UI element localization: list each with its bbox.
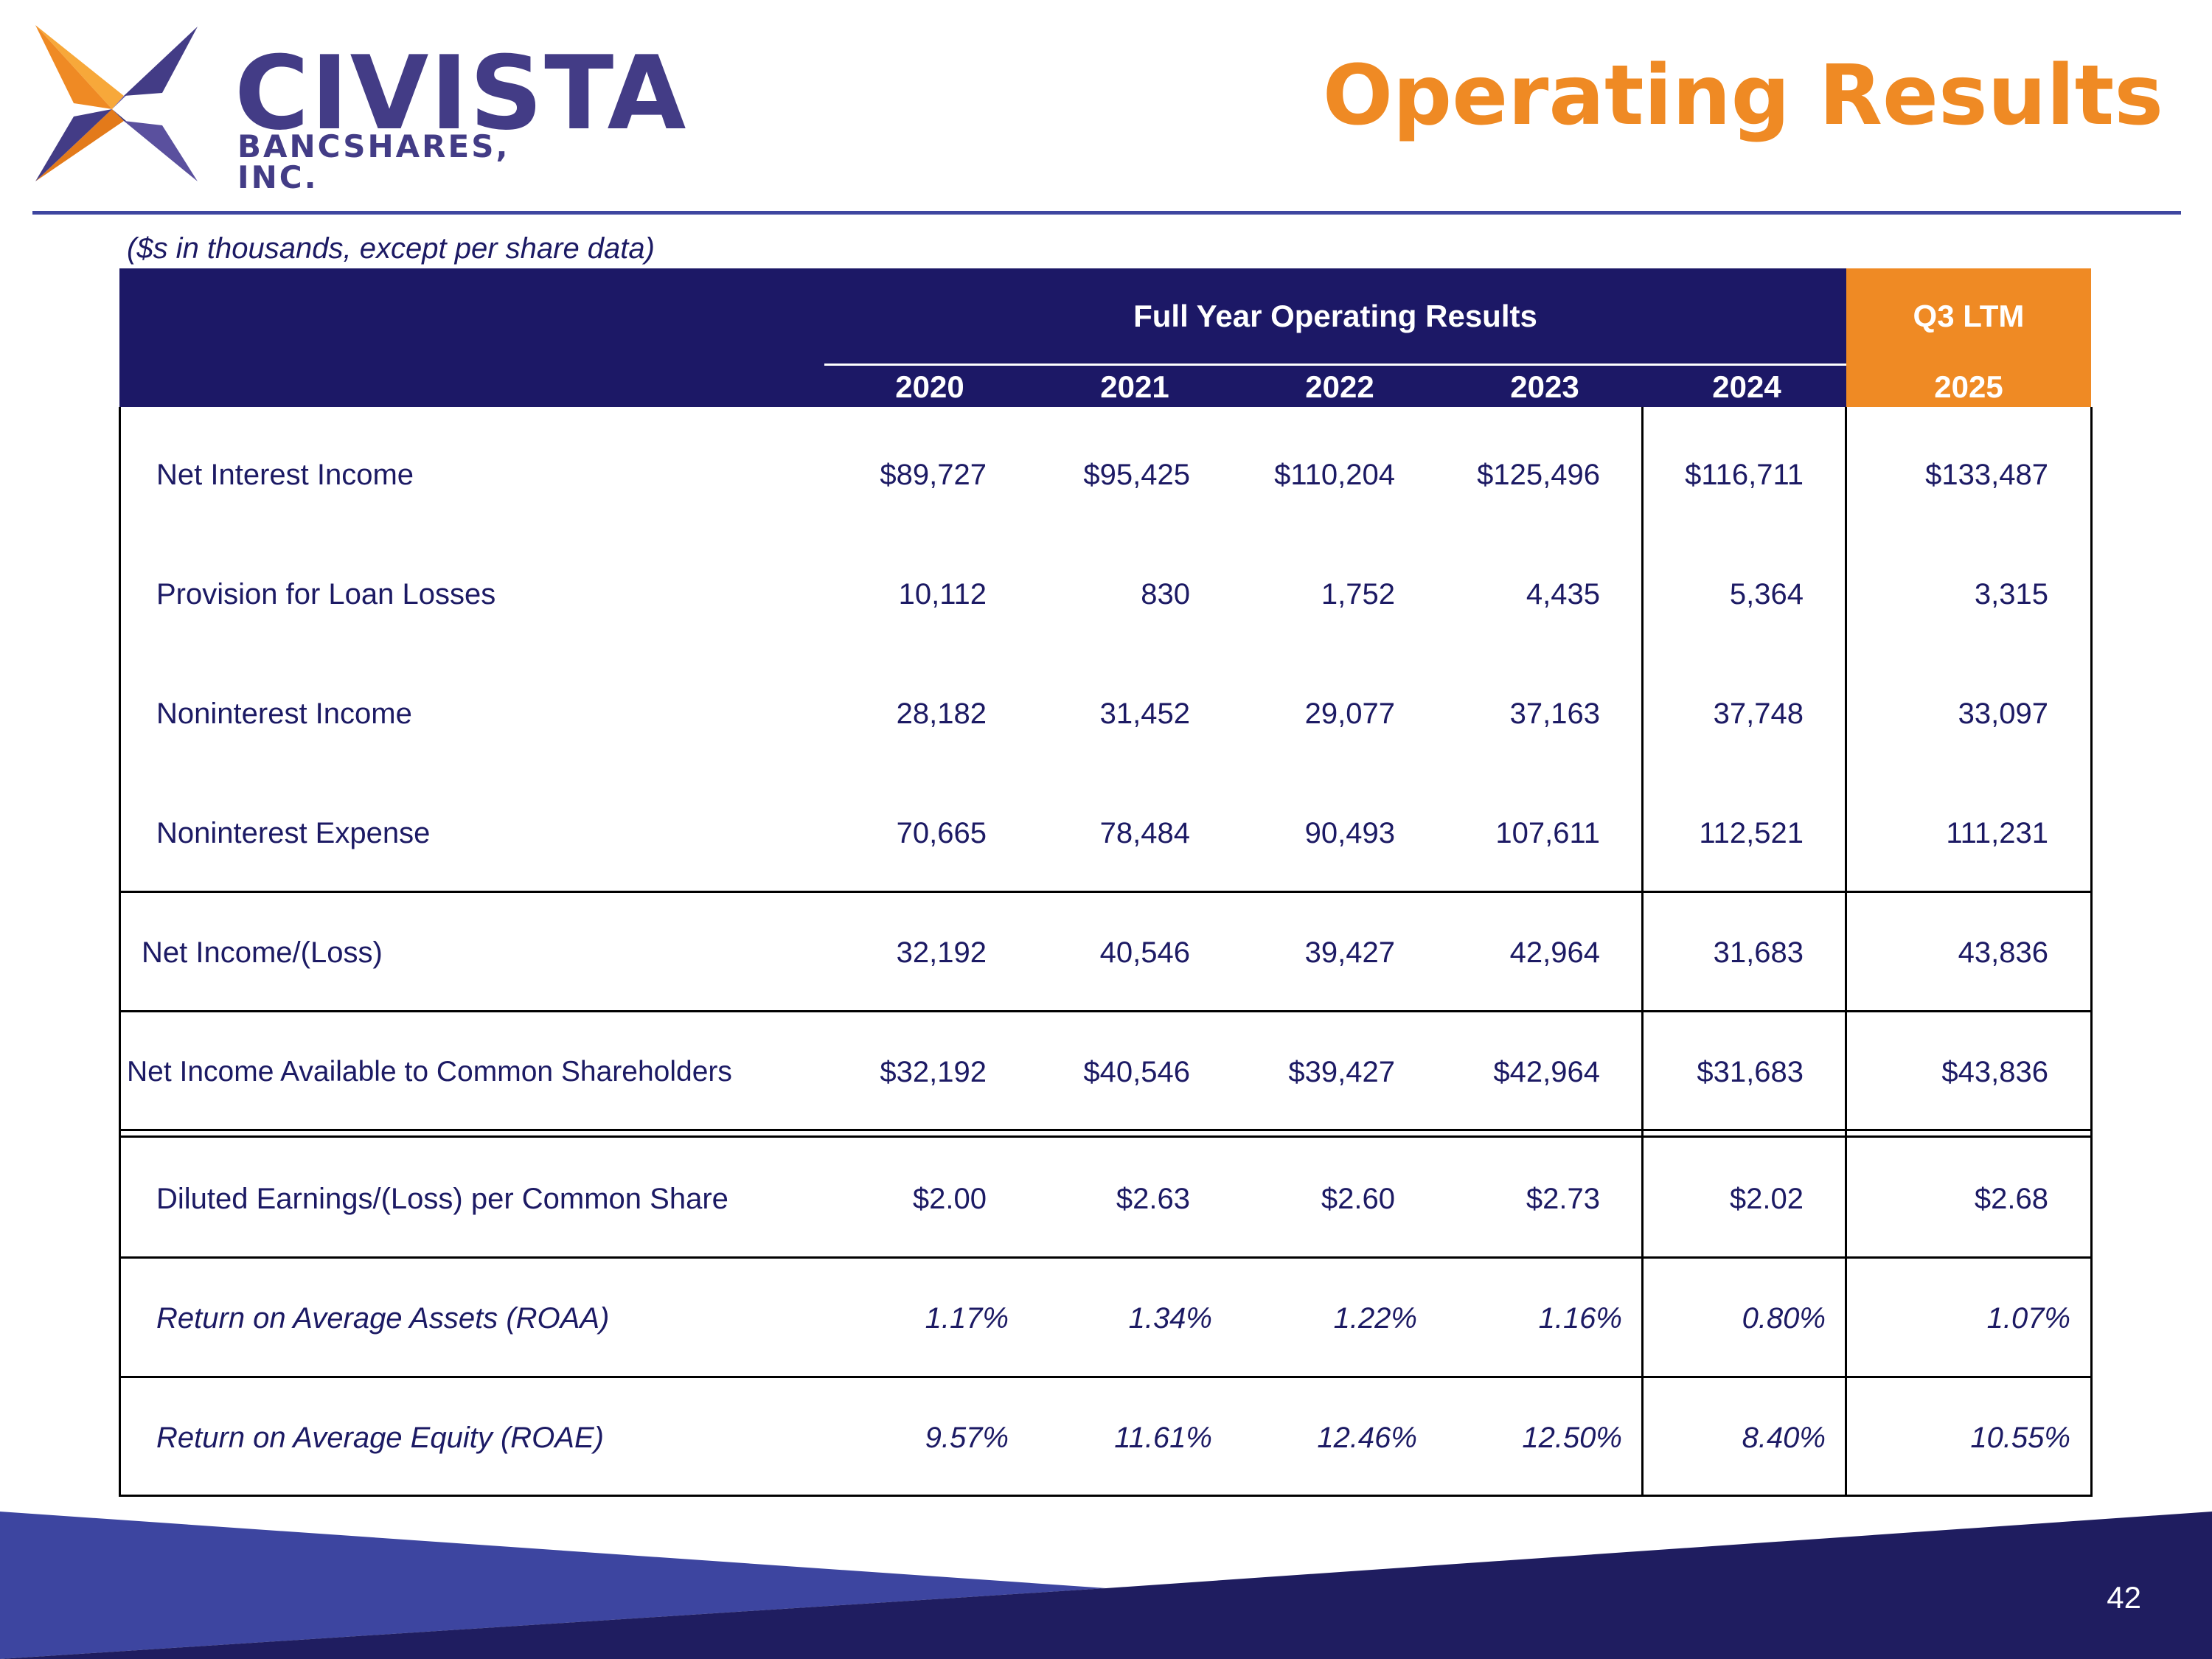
table-cell: 78,484 [1099, 817, 1190, 849]
group-underline [824, 364, 1846, 366]
row-label: Net Interest Income [156, 459, 414, 491]
table-cell: $31,683 [1697, 1056, 1804, 1088]
table-cell: $2.63 [1116, 1183, 1190, 1215]
table-left-border [119, 407, 121, 1497]
ltm-label: Q3 LTM [1913, 299, 2025, 333]
table-bottom-border [119, 1495, 2093, 1497]
table-cell: 12.50% [1522, 1422, 1622, 1454]
table-cell: 1.07% [1986, 1302, 2070, 1335]
table-cell: 4,435 [1526, 578, 1600, 611]
table-cell: $40,546 [1083, 1056, 1190, 1088]
year-2024-header: 2024 [1712, 369, 1781, 404]
row-divider [119, 1135, 2093, 1138]
table-cell: $39,427 [1288, 1056, 1395, 1088]
table-cell: 5,364 [1729, 578, 1804, 611]
table-cell: 28,182 [896, 698, 987, 730]
table-cell: $133,487 [1925, 459, 2048, 491]
row-divider [119, 1129, 2093, 1131]
table-cell: 1.16% [1538, 1302, 1622, 1335]
row-label: Return on Average Equity (ROAE) [156, 1422, 604, 1454]
row-label: Provision for Loan Losses [156, 578, 496, 611]
year-2020-header: 2020 [895, 369, 964, 404]
table-cell: 42,964 [1509, 936, 1600, 969]
table-header-band [119, 268, 1846, 407]
row-label: Diluted Earnings/(Loss) per Common Share [156, 1183, 728, 1215]
table-cell: 111,231 [1946, 817, 2048, 849]
table-cell: 8.40% [1742, 1422, 1826, 1454]
table-cell: 12.46% [1317, 1422, 1417, 1454]
company-logo: CIVISTA BANCSHARES, INC. [29, 22, 686, 193]
table-cell: $116,711 [1685, 459, 1804, 491]
row-label: Noninterest Expense [156, 817, 431, 849]
row-divider [119, 1010, 2093, 1012]
table-cell: 11.61% [1114, 1422, 1212, 1454]
table-cell: 29,077 [1304, 698, 1395, 730]
table-cell: $2.60 [1321, 1183, 1395, 1215]
table-cell: $110,204 [1274, 459, 1395, 491]
table-cell: $2.00 [912, 1183, 987, 1215]
table-cell: $95,425 [1083, 459, 1190, 491]
table-cell: $125,496 [1477, 459, 1600, 491]
table-cell: 31,683 [1713, 936, 1804, 969]
page-number: 42 [2107, 1580, 2141, 1615]
table-cell: 10.55% [1970, 1422, 2070, 1454]
table-cell: $32,192 [880, 1056, 987, 1088]
table-cell: 112,521 [1699, 817, 1804, 849]
header-divider [32, 211, 2181, 215]
year-2025-header: 2025 [1934, 369, 2003, 404]
table-right-border [2090, 407, 2093, 1497]
table-cell: $43,836 [1941, 1056, 2048, 1088]
table-cell: 0.80% [1742, 1302, 1826, 1335]
col-2024-divider [1641, 407, 1644, 1497]
table-cell: 1.17% [925, 1302, 1009, 1335]
logo-subtitle: BANCSHARES, INC. [237, 128, 510, 195]
table-cell: $2.02 [1729, 1183, 1804, 1215]
table-cell: 43,836 [1958, 936, 2048, 969]
ltm-header-band [1846, 268, 2091, 407]
table-cell: $2.73 [1526, 1183, 1600, 1215]
row-divider [119, 1376, 2093, 1378]
table-cell: 1.34% [1128, 1302, 1212, 1335]
table-cell: 1.22% [1333, 1302, 1417, 1335]
table-cell: 32,192 [896, 936, 987, 969]
table-cell: 9.57% [925, 1422, 1009, 1454]
footer-band [0, 1512, 2212, 1659]
row-label: Net Income/(Loss) [142, 936, 383, 969]
year-2021-header: 2021 [1100, 369, 1169, 404]
table-cell: $89,727 [880, 459, 987, 491]
logo-name: CIVISTA [234, 34, 688, 153]
row-label: Noninterest Income [156, 698, 412, 730]
units-note: ($s in thousands, except per share data) [127, 232, 655, 265]
col-ltm-divider [1845, 407, 1847, 1497]
table-cell: 830 [1141, 578, 1190, 611]
logo-star-icon [35, 25, 198, 181]
row-divider [119, 1256, 2093, 1259]
table-cell: 70,665 [896, 817, 987, 849]
group-label: Full Year Operating Results [1133, 299, 1537, 333]
table-cell: $2.68 [1974, 1183, 2048, 1215]
row-label: Return on Average Assets (ROAA) [156, 1302, 610, 1335]
year-2023-header: 2023 [1510, 369, 1579, 404]
row-label: Net Income Available to Common Sharehold… [127, 1056, 732, 1088]
table-cell: 1,752 [1321, 578, 1395, 611]
table-cell: 33,097 [1958, 698, 2048, 730]
table-cell: 37,163 [1509, 698, 1600, 730]
table-cell: 40,546 [1099, 936, 1190, 969]
table-cell: 10,112 [898, 578, 987, 611]
table-cell: 31,452 [1099, 698, 1190, 730]
table-cell: 37,748 [1713, 698, 1804, 730]
year-2022-header: 2022 [1305, 369, 1374, 404]
row-divider [119, 891, 2093, 893]
table-cell: 90,493 [1304, 817, 1395, 849]
page-title: Operating Results [1322, 48, 2163, 144]
table-cell: 3,315 [1974, 578, 2048, 611]
table-cell: $42,964 [1493, 1056, 1600, 1088]
table-cell: 39,427 [1304, 936, 1395, 969]
table-cell: 107,611 [1495, 817, 1600, 849]
